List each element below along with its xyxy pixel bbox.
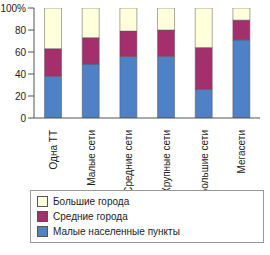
svg-text:Крупные сети: Крупные сети (161, 130, 172, 190)
svg-text:80: 80 (15, 25, 27, 36)
svg-text:0: 0 (20, 113, 26, 124)
svg-text:Средние сети: Средние сети (123, 130, 134, 190)
html-text:Большие города: Большие города (53, 196, 130, 207)
svg-text:60: 60 (15, 47, 27, 58)
html-text:Малые населенные пункты: Малые населенные пункты (53, 226, 180, 237)
svg-text:20: 20 (15, 91, 27, 102)
svg-text:Одна ТТ: Одна ТТ (48, 130, 59, 169)
html-text:Средние города: Средние города (53, 211, 128, 222)
svg-text:40: 40 (15, 69, 27, 80)
svg-text:Большие сети: Большие сети (199, 130, 210, 190)
svg-text:100%: 100% (8, 3, 26, 14)
svg-text:Малые сети: Малые сети (86, 130, 97, 186)
svg-text:Мегасети: Мегасети (236, 130, 247, 173)
